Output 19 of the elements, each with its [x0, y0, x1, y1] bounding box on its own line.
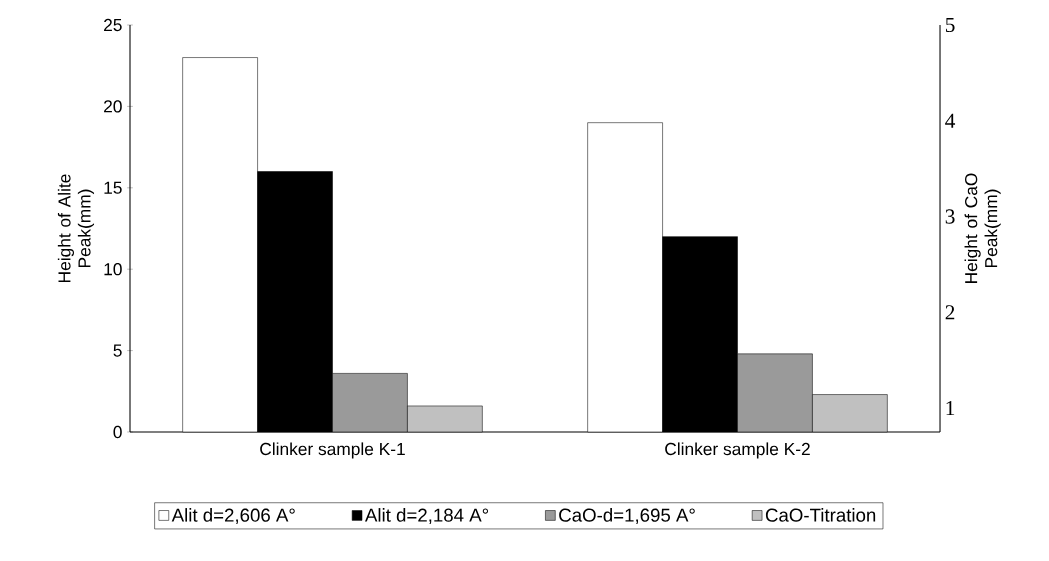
y-axis-title: Height of Alite Peak(mm) [57, 174, 95, 282]
legend-label: CaO-Titration [765, 508, 876, 522]
y2-tick-label: 5 [945, 17, 955, 33]
legend-label: CaO-d=1,695 A° [559, 508, 695, 524]
y2-tick-label: 1 [946, 401, 955, 416]
y-tick-label: 10 [104, 263, 122, 276]
y2-tick-label: 4 [945, 113, 956, 128]
x-tick-label: Clinker sample K-2 [665, 442, 810, 459]
y2-axis-title: Height of CaO Peak(mm) [964, 173, 1001, 283]
legend-label: Alit d=2,606 A° [171, 508, 295, 524]
y-tick-label: 0 [113, 425, 122, 439]
y2-tick-label: 2 [945, 305, 955, 320]
x-tick-label: Clinker sample K-1 [260, 442, 405, 459]
legend-label: Alit d=2,184 A° [364, 508, 489, 524]
y-tick-label: 25 [104, 18, 122, 32]
y2-tick-label: 3 [945, 209, 955, 224]
y-tick-label: 5 [113, 344, 122, 357]
y-tick-label: 20 [104, 100, 122, 113]
y-tick-label: 15 [104, 181, 122, 194]
